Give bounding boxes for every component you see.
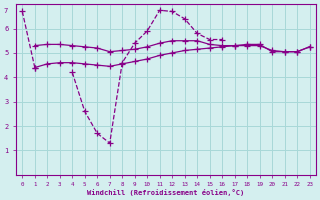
X-axis label: Windchill (Refroidissement éolien,°C): Windchill (Refroidissement éolien,°C) bbox=[87, 189, 244, 196]
Text: 7: 7 bbox=[4, 8, 8, 14]
